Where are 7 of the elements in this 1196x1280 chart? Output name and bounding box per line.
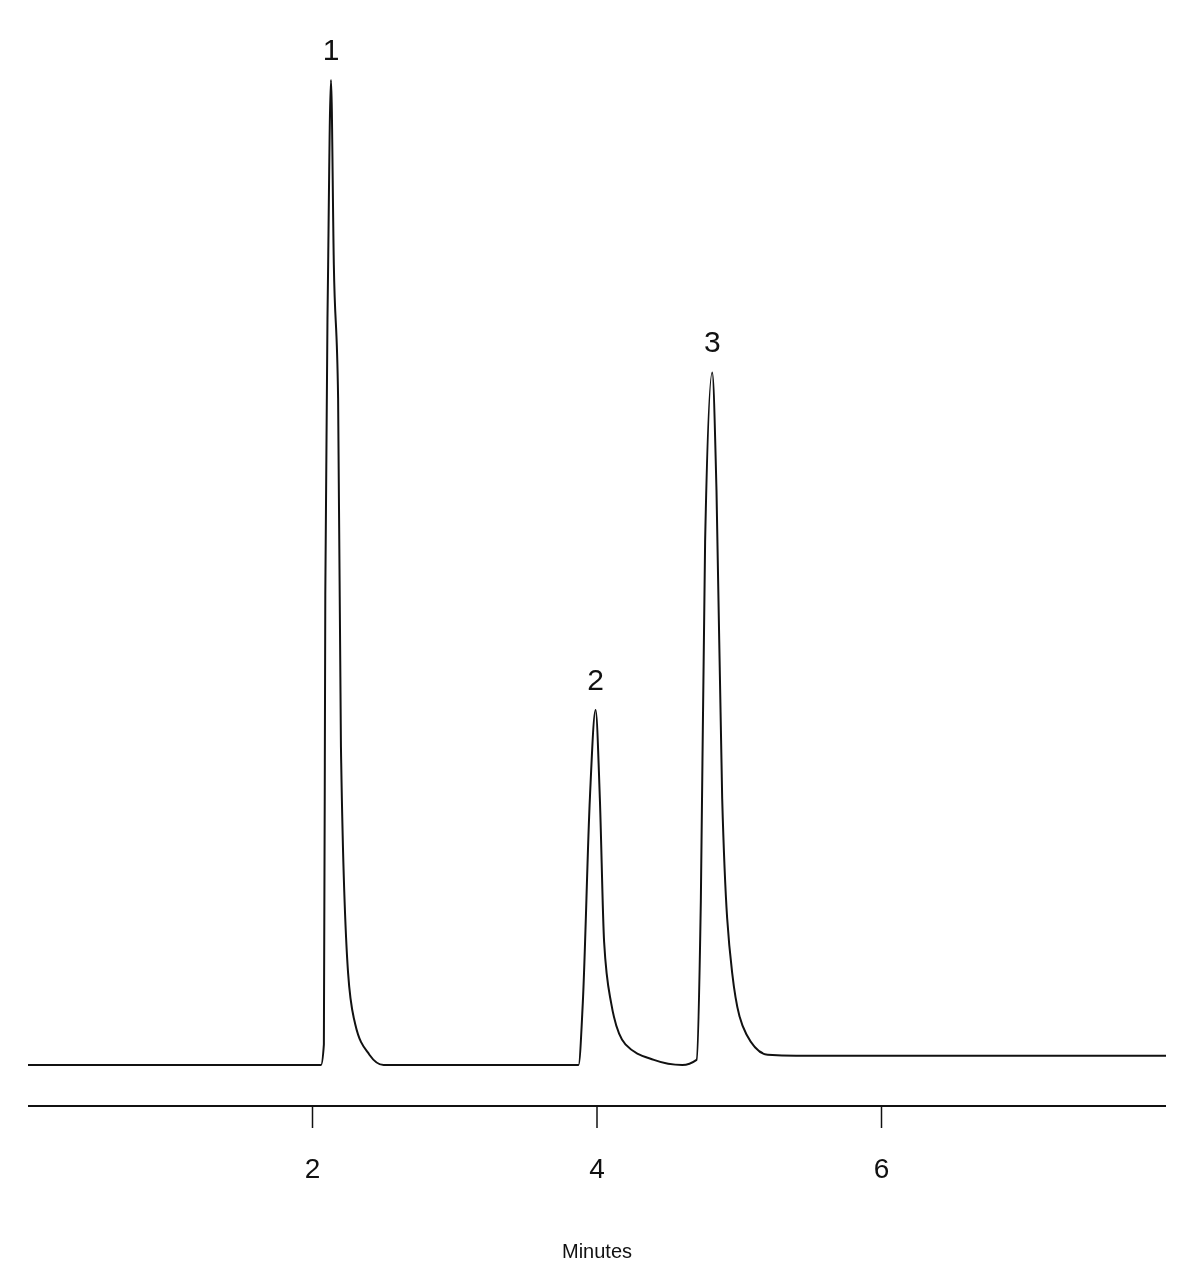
x-axis-title: Minutes <box>561 1240 633 1262</box>
annotation: 2 <box>587 662 604 696</box>
x-tick-label: 6 <box>873 1153 890 1184</box>
annotation: 1 <box>322 33 340 66</box>
x-tick-label: 2 <box>304 1153 321 1184</box>
x-tick-label: 4 <box>589 1153 605 1184</box>
annotation: 3 <box>703 325 721 359</box>
